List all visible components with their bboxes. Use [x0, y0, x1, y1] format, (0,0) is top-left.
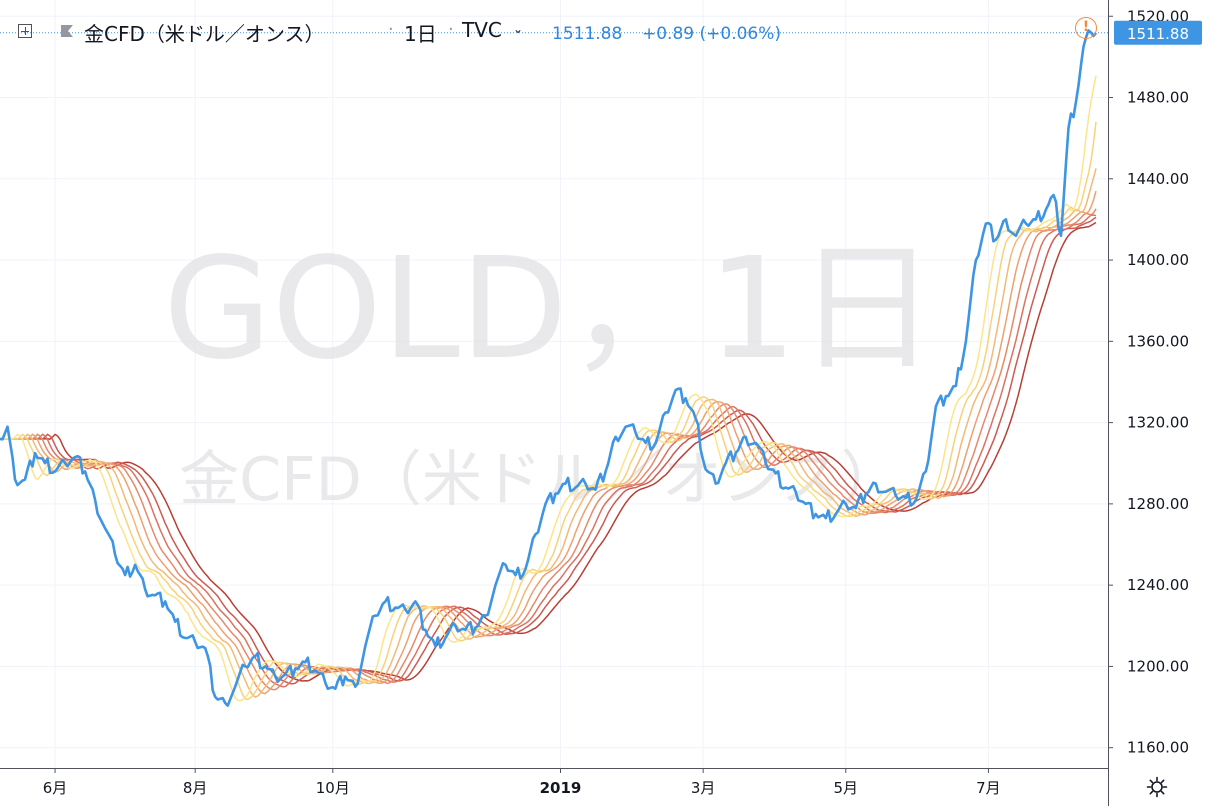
watermark: GOLD，1日 金CFD（米ドル／オンス）: [163, 228, 937, 515]
alert-icon[interactable]: !: [1075, 17, 1097, 39]
watermark-description: 金CFD（米ドル／オンス）: [179, 445, 900, 515]
x-tick-label: 10月: [316, 779, 350, 797]
ma-line: [0, 75, 1097, 702]
chart-header: 金CFD（米ドル／オンス） · 1日 · TVC ⌄ 1511.88 +0.89…: [0, 0, 1108, 64]
y-tick-label: 1320.00: [1127, 414, 1189, 432]
expand-icon[interactable]: [18, 24, 32, 38]
last-price-badge-label: 1511.88: [1127, 25, 1189, 43]
grid: [0, 0, 1108, 768]
y-tick-label: 1440.00: [1127, 170, 1189, 188]
price-change: +0.89 (+0.06%): [642, 24, 782, 44]
x-tick-label: 2019: [540, 779, 582, 797]
ma-line: [0, 208, 1097, 691]
x-tick-label: 6月: [43, 779, 68, 797]
y-tick-label: 1280.00: [1127, 495, 1189, 513]
ma-line: [0, 121, 1097, 701]
y-tick-label: 1400.00: [1127, 251, 1189, 269]
x-tick-label: 5月: [833, 779, 858, 797]
separator-dot: ·: [448, 19, 454, 40]
chevron-down-icon[interactable]: ⌄: [513, 22, 524, 36]
x-tick-label: 7月: [976, 779, 1001, 797]
y-tick-label: 1480.00: [1127, 89, 1189, 107]
interval-label[interactable]: 1日: [404, 22, 437, 46]
x-tick-label: 3月: [691, 779, 716, 797]
gear-icon[interactable]: [1146, 776, 1168, 798]
y-tick-label: 1240.00: [1127, 576, 1189, 594]
y-tick-label: 1200.00: [1127, 657, 1189, 675]
series: [0, 29, 1108, 707]
ma-line: [0, 221, 1097, 682]
y-tick-label: 1360.00: [1127, 332, 1189, 350]
last-price: 1511.88: [552, 24, 623, 44]
x-tick-label: 8月: [183, 779, 208, 797]
price-line: [0, 29, 1098, 707]
exchange-label[interactable]: TVC: [462, 18, 502, 42]
flag-icon[interactable]: [60, 24, 74, 38]
ma-line: [0, 190, 1097, 695]
watermark-symbol: GOLD，1日: [163, 228, 937, 391]
y-tick-label: 1160.00: [1127, 739, 1189, 757]
symbol-title[interactable]: 金CFD（米ドル／オンス）: [84, 22, 325, 46]
ma-line: [0, 214, 1097, 688]
ma-line: [0, 168, 1097, 698]
last-price-badge: 1511.88: [1114, 20, 1202, 45]
separator-dot: ·: [388, 19, 394, 40]
